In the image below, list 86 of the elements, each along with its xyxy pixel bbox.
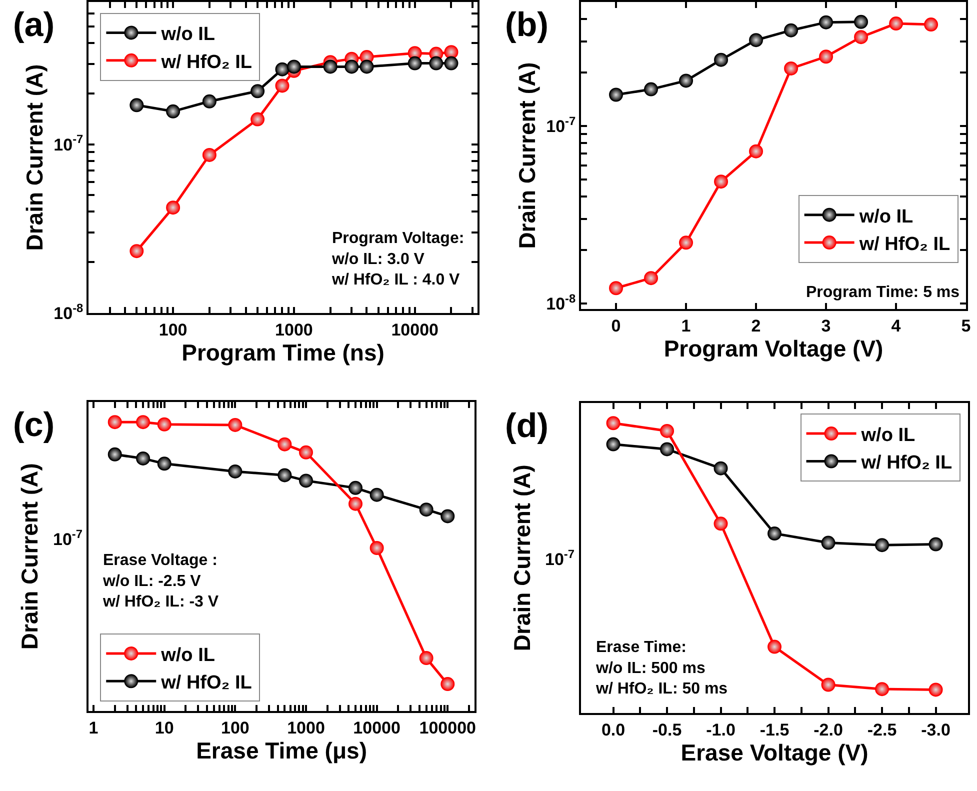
point — [854, 30, 868, 44]
legend-label: w/ HfO₂ IL — [858, 234, 950, 255]
x-tick-label: 10 — [154, 718, 174, 738]
legend-label: w/o IL — [860, 424, 916, 446]
legend-label: w/o IL — [858, 206, 914, 228]
point — [714, 461, 728, 476]
x-tick-label: 1000 — [287, 718, 325, 738]
annotation: w/ HfO₂ IL : 4.0 V — [331, 272, 460, 289]
x-tick-label: 2 — [751, 316, 761, 336]
annotation: Program Voltage: — [332, 230, 464, 247]
chart-title: (d) — [505, 407, 548, 445]
legend-label: w/ HfO₂ IL — [160, 672, 252, 694]
point — [928, 537, 943, 552]
point — [854, 14, 868, 29]
x-axis-title: Erase Time (μs) — [196, 737, 368, 764]
chart-title: (b) — [505, 6, 548, 44]
annotation: w/ HfO₂ IL: -3 V — [102, 594, 219, 611]
annotation: Erase Time: — [596, 639, 686, 656]
x-axis-title: Erase Voltage (V) — [680, 739, 868, 766]
annotation: Erase Voltage : — [103, 552, 218, 569]
point — [821, 536, 836, 550]
legend-label: w/o IL — [160, 644, 216, 666]
y-axis-title: Drain Current (A) — [22, 64, 48, 251]
point — [875, 538, 890, 552]
point — [819, 15, 834, 30]
point — [609, 88, 624, 102]
y-tick-label: 10$^{-8}$ — [54, 300, 84, 323]
x-tick-label: 1000 — [275, 320, 313, 340]
point — [644, 82, 658, 96]
point — [660, 424, 674, 438]
y-axis-title: Drain Current (A) — [16, 463, 42, 650]
point — [606, 416, 620, 430]
point — [928, 682, 943, 697]
x-tick-label: -0.5 — [652, 720, 682, 740]
x-tick-label: -2.0 — [814, 720, 843, 740]
x-tick-label: -1.5 — [760, 720, 790, 740]
annotation: w/ HfO₂ IL: 50 ms — [595, 680, 728, 698]
x-tick-label: 0 — [611, 316, 621, 336]
point — [714, 52, 728, 67]
point — [714, 516, 728, 531]
point — [679, 236, 694, 250]
point — [784, 61, 798, 76]
x-tick-label: 4 — [891, 316, 902, 336]
point — [606, 437, 620, 452]
legend-label: w/ HfO₂ IL — [860, 452, 952, 474]
chart-title: (a) — [13, 6, 55, 44]
x-tick-label: 1 — [681, 316, 691, 336]
x-axis-title: Program Time (ns) — [182, 339, 384, 366]
y-axis-title: Drain Current (A) — [514, 62, 540, 249]
annotation: w/o IL: 500 ms — [595, 660, 706, 677]
x-tick-label: 3 — [821, 316, 831, 336]
x-tick-label: 1 — [88, 718, 98, 738]
x-axis-title: Program Voltage (V) — [664, 335, 884, 362]
annotation: w/o IL: 3.0 V — [331, 250, 425, 268]
point — [609, 281, 624, 296]
x-tick-label: 5 — [961, 316, 971, 336]
annotation: Program Time: 5 ms — [806, 284, 960, 301]
point — [768, 526, 782, 541]
point — [644, 271, 658, 286]
x-tick-label: 100 — [158, 320, 188, 340]
x-tick-label: -3.0 — [921, 720, 950, 740]
x-tick-label: 100 — [220, 718, 250, 738]
point — [821, 678, 836, 692]
point — [660, 442, 674, 456]
point — [679, 74, 694, 88]
point — [749, 144, 764, 158]
x-tick-label: 10000 — [353, 718, 400, 738]
point — [749, 33, 764, 48]
y-tick-label: 10$^{-8}$ — [546, 291, 576, 314]
point — [714, 174, 728, 189]
x-tick-label: -1.0 — [706, 720, 736, 740]
x-tick-label: 10000 — [391, 320, 438, 340]
x-tick-label: 0.0 — [601, 720, 626, 740]
x-tick-label: -2.5 — [867, 720, 897, 740]
legend-label: w/ HfO₂ IL — [160, 52, 252, 73]
chart-title: (c) — [13, 406, 55, 444]
point — [875, 682, 890, 696]
point — [768, 640, 782, 654]
point — [819, 50, 834, 64]
legend-label: w/o IL — [160, 24, 216, 46]
x-tick-label: 100000 — [419, 718, 476, 738]
annotation: w/o IL: -2.5 V — [102, 572, 202, 590]
point — [924, 18, 938, 32]
y-axis-title: Drain Current (A) — [508, 464, 535, 652]
point — [784, 23, 798, 38]
point — [889, 16, 904, 31]
